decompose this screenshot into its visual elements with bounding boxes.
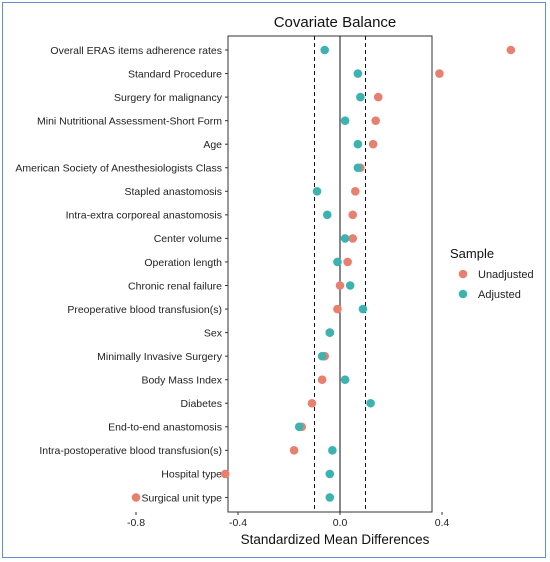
point-adjusted [345,281,355,290]
point-adjusted [358,304,368,314]
point-adjusted [340,375,350,385]
y-tick-label: Chronic renal failure [128,280,222,292]
point-adjusted [353,139,363,149]
point-adjusted [366,398,375,408]
point-adjusted [294,422,304,432]
y-tick-label: Sex [204,327,223,339]
y-tick-label: Overall ERAS items adherence rates [50,45,222,57]
y-tick-label: American Society of Anesthesiologists Cl… [15,163,222,175]
point-adjusted [325,328,335,337]
point-unadjusted [351,187,360,196]
x-tick-label: 0.4 [435,517,450,529]
legend-label-adjusted: Adjusted [478,289,521,301]
point-adjusted [317,351,327,361]
point-adjusted [322,210,332,220]
point-adjusted [340,116,350,125]
y-tick-label: Surgical unit type [141,492,222,504]
y-tick-label: Standard Procedure [128,68,222,80]
point-unadjusted [333,304,342,314]
point-unadjusted [348,234,358,243]
x-tick-label: -0.4 [229,517,247,529]
y-tick-label: Surgery for malignancy [114,92,223,104]
point-adjusted [333,257,342,267]
point-unadjusted [435,69,444,78]
point-unadjusted [371,116,381,125]
point-adjusted [328,446,337,455]
legend-key-adjusted [458,289,468,299]
y-tick-label: Stapled anastomosis [125,186,222,198]
plot-area: Overall ERAS items adherence rates Standa… [15,35,516,529]
point-unadjusted [307,398,317,408]
point-unadjusted [335,281,345,290]
point-adjusted [353,163,363,173]
point-unadjusted [317,375,327,385]
point-adjusted [340,234,350,243]
point-adjusted [353,69,363,78]
point-unadjusted [348,210,358,220]
point-adjusted [312,187,322,196]
y-tick-label: End-to-end anastomosis [108,422,222,434]
point-unadjusted [131,493,141,502]
point-unadjusted [220,469,230,479]
chart-frame [2,2,546,558]
y-tick-label: Age [203,139,222,151]
point-unadjusted [373,92,383,102]
y-tick-label: Intra-postoperative blood transfusion(s) [39,445,222,457]
y-tick-label: Preoperative blood transfusion(s) [67,304,222,316]
plot-border [227,35,433,513]
point-unadjusted [343,257,352,267]
legend-title: Sample [450,246,494,261]
chart-title: Covariate Balance [274,14,397,31]
legend: Sample Unadjusted Adjusted [450,246,534,301]
y-tick-label: Intra-extra corporeal anastomosis [66,210,222,222]
x-axis-title: Standardized Mean Differences [241,532,430,547]
point-adjusted [320,45,330,55]
point-adjusted [325,469,335,479]
y-tick-label: Minimally Invasive Surgery [97,351,223,363]
y-tick-label: Center volume [154,233,222,245]
y-tick-label: Operation length [144,257,222,269]
point-unadjusted [289,446,299,455]
legend-label-unadjusted: Unadjusted [478,269,534,281]
x-tick-label: 0.0 [333,517,348,529]
point-unadjusted [506,45,516,55]
y-tick-label: Mini Nutritional Assessment-Short Form [37,115,222,127]
y-tick-label: Diabetes [181,398,222,410]
y-tick-label: Hospital type [161,469,222,481]
point-adjusted [356,92,365,102]
x-tick-label: -0.8 [127,517,145,529]
point-unadjusted [368,139,378,149]
y-tick-label: Body Mass Index [141,375,222,387]
legend-key-unadjusted [458,269,468,279]
point-adjusted [325,493,335,502]
